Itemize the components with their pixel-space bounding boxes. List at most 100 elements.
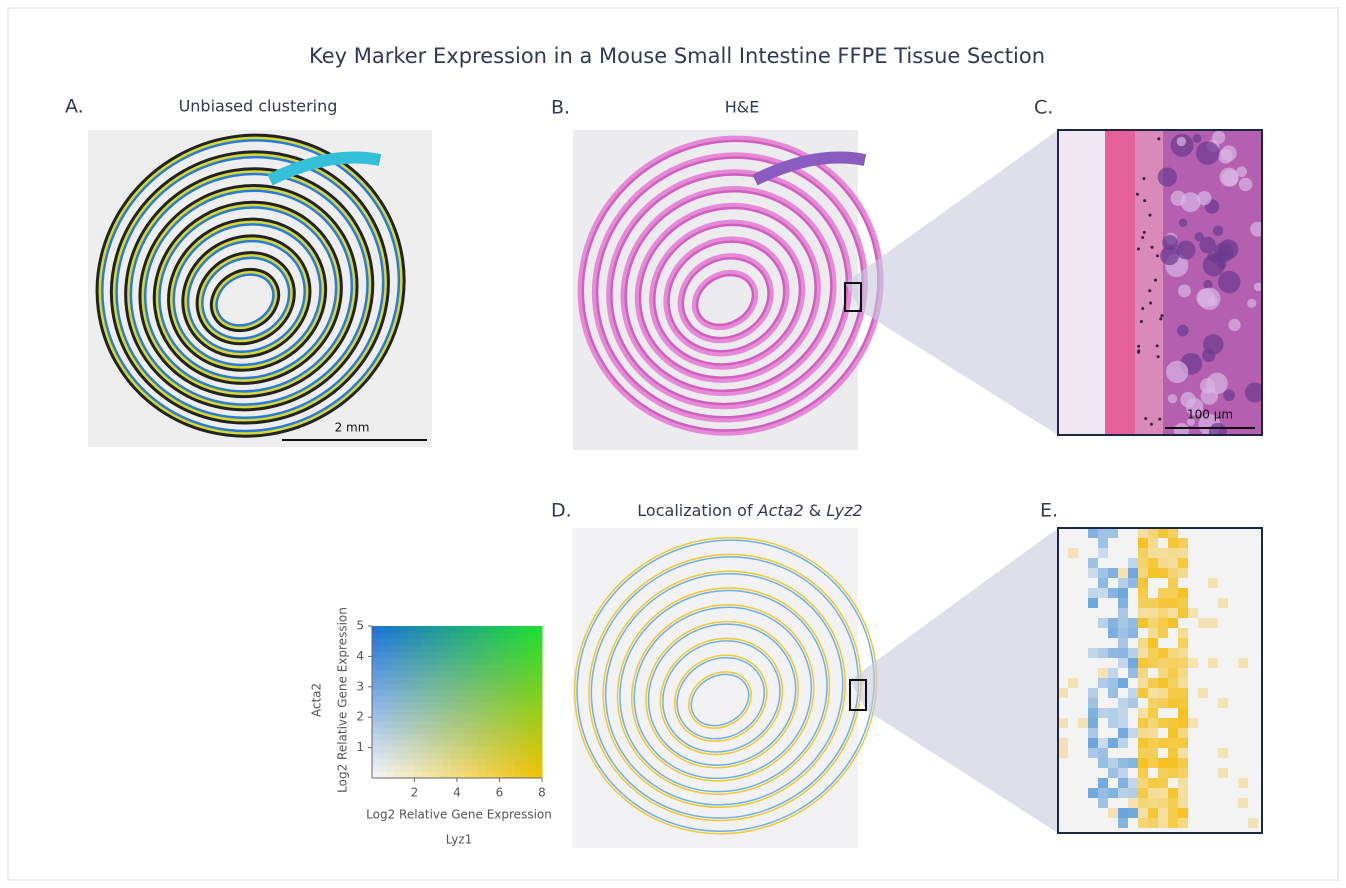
key-cell (450, 734, 458, 741)
key-cell (386, 715, 394, 722)
key-cell (478, 772, 486, 779)
y-axis-label: Acta2 (310, 683, 324, 717)
histology-zoom (1058, 130, 1265, 441)
expression-pixel (1128, 758, 1138, 768)
key-cell (471, 715, 479, 722)
key-cell (379, 658, 387, 665)
expression-pixel (1158, 648, 1168, 658)
key-cell (429, 772, 437, 779)
expression-pixel (1168, 648, 1178, 658)
panel-label: B. (551, 97, 570, 119)
expression-pixel (1088, 728, 1098, 738)
expression-pixel (1138, 538, 1148, 548)
key-cell (514, 740, 522, 747)
expression-pixel (1078, 718, 1088, 728)
key-cell (492, 683, 500, 690)
key-cell (500, 727, 508, 734)
key-cell (507, 683, 515, 690)
key-cell (478, 740, 486, 747)
key-cell (507, 772, 515, 779)
key-cell (521, 715, 529, 722)
key-cell (386, 740, 394, 747)
key-cell (500, 772, 508, 779)
expression-pixel (1148, 528, 1158, 538)
expression-pixel (1108, 668, 1118, 678)
key-cell (407, 715, 415, 722)
nucleus (1149, 214, 1152, 217)
key-cell (457, 753, 465, 760)
expression-pixel (1168, 758, 1178, 768)
expression-pixel (1178, 548, 1188, 558)
key-cell (485, 727, 493, 734)
key-cell (507, 696, 515, 703)
key-cell (379, 677, 387, 684)
expression-pixel (1098, 548, 1108, 558)
expression-pixel (1168, 798, 1178, 808)
key-cell (485, 721, 493, 728)
key-cell (422, 753, 430, 760)
key-cell (372, 772, 380, 779)
key-cell (528, 740, 536, 747)
expression-pixel (1108, 618, 1118, 628)
expression-pixel (1178, 718, 1188, 728)
key-cell (478, 645, 486, 652)
key-cell (415, 689, 423, 696)
expression-pixel (1158, 668, 1168, 678)
key-cell (415, 639, 423, 646)
key-cell (379, 746, 387, 753)
key-cell (500, 677, 508, 684)
key-cell (400, 702, 408, 709)
expression-pixel (1168, 558, 1178, 568)
key-cell (492, 759, 500, 766)
key-cell (407, 772, 415, 779)
key-cell (535, 721, 543, 728)
key-cell (457, 759, 465, 766)
expression-pixel (1148, 738, 1158, 748)
expression-pixel (1108, 708, 1118, 718)
key-cell (457, 670, 465, 677)
key-cell (372, 626, 380, 633)
key-cell (386, 689, 394, 696)
key-cell (514, 721, 522, 728)
key-cell (507, 702, 515, 709)
key-cell (521, 645, 529, 652)
key-cell (415, 753, 423, 760)
key-cell (485, 689, 493, 696)
expression-pixel (1148, 598, 1158, 608)
key-cell (492, 721, 500, 728)
key-cell (415, 702, 423, 709)
expression-pixel (1188, 718, 1198, 728)
key-cell (407, 765, 415, 772)
key-cell (450, 639, 458, 646)
key-cell (521, 664, 529, 671)
nucleus (1154, 279, 1157, 282)
key-cell (372, 734, 380, 741)
key-cell (485, 734, 493, 741)
key-cell (514, 753, 522, 760)
key-cell (450, 772, 458, 779)
expression-pixel (1168, 748, 1178, 758)
key-cell (400, 670, 408, 677)
expression-pixel (1178, 708, 1188, 718)
key-cell (372, 632, 380, 639)
key-cell (457, 658, 465, 665)
expression-pixel (1178, 758, 1188, 768)
key-cell (443, 708, 451, 715)
scale-bar-label: 100 µm (1187, 408, 1233, 422)
expression-pixel (1158, 808, 1168, 818)
key-cell (450, 727, 458, 734)
expression-pixel (1178, 568, 1188, 578)
key-cell (507, 746, 515, 753)
key-cell (478, 734, 486, 741)
nucleus (1156, 254, 1159, 257)
expression-pixel (1178, 798, 1188, 808)
cell (1247, 299, 1256, 308)
key-cell (521, 632, 529, 639)
expression-pixel (1188, 608, 1198, 618)
key-cell (436, 746, 444, 753)
expression-pixel (1178, 678, 1188, 688)
image-d (573, 528, 858, 848)
key-cell (393, 765, 401, 772)
key-cell (464, 746, 472, 753)
expression-pixel (1178, 638, 1188, 648)
